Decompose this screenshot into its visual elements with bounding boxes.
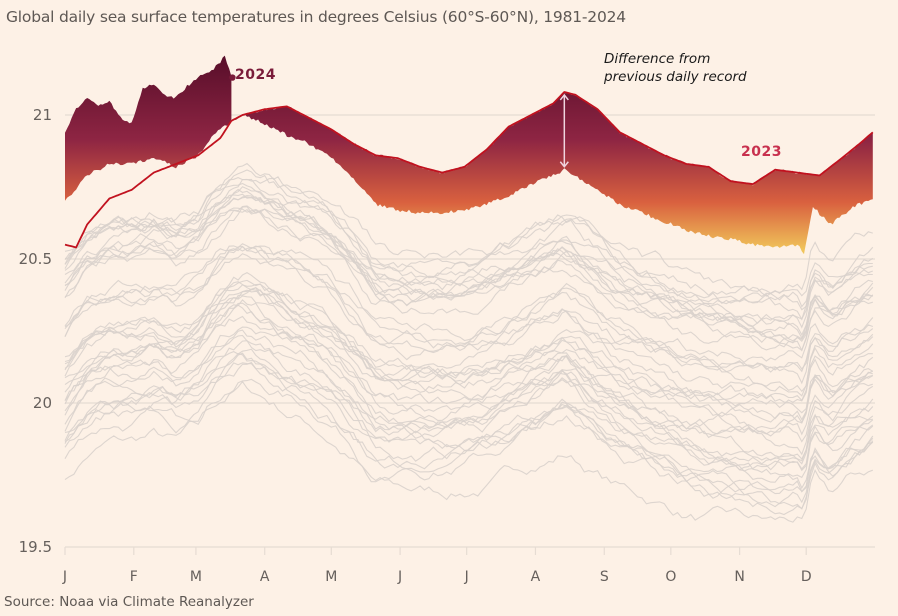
x-tick-label: A (531, 569, 541, 585)
history-year-line (64, 352, 874, 516)
history-year-line (64, 206, 874, 352)
history-year-line (64, 247, 874, 385)
endpoint-2024-dot (229, 74, 236, 81)
history-year-line (64, 295, 874, 393)
history-year-line (64, 177, 873, 294)
history-lines (64, 162, 874, 523)
history-year-line (64, 352, 874, 472)
history-year-line (64, 287, 874, 435)
history-year-line (64, 245, 873, 373)
y-tick-label: 19.5 (19, 538, 52, 556)
history-year-line (64, 329, 874, 456)
chart-title: Global daily sea surface temperatures in… (6, 8, 626, 26)
difference-annotation-line2: previous daily record (603, 69, 747, 85)
label-2024: 2024 (235, 67, 276, 83)
history-year-line (64, 253, 874, 364)
history-year-line (64, 334, 874, 460)
source-note: Source: Noaa via Climate Reanalyzer (4, 594, 254, 610)
history-year-line (64, 271, 874, 423)
record-lines (64, 74, 874, 249)
x-tick-label: J (464, 569, 469, 585)
difference-arrow (559, 93, 569, 168)
x-tick-label: D (801, 569, 812, 585)
x-tick-label: J (62, 569, 67, 585)
annotations: 2024 2023 Difference from previous daily… (235, 51, 782, 160)
y-tick-label: 20.5 (19, 250, 52, 268)
y-tick-label: 20 (33, 394, 52, 412)
history-year-line (64, 340, 874, 495)
history-year-line (64, 289, 874, 414)
history-year-line (64, 177, 874, 308)
y-tick-label: 21 (33, 106, 52, 124)
history-year-line (64, 205, 873, 352)
history-year-line (64, 196, 873, 340)
history-year-line (64, 283, 873, 409)
x-tick-label: M (190, 569, 202, 585)
record-fills (65, 55, 873, 255)
history-year-line (64, 186, 873, 327)
fill-2023-above-record (233, 92, 873, 255)
line-2023 (64, 91, 874, 249)
x-tick-label: N (734, 569, 744, 585)
label-2023: 2023 (741, 144, 782, 160)
x-tick-label: O (665, 569, 676, 585)
history-year-line (64, 193, 873, 329)
x-tick-label: S (600, 569, 609, 585)
fill-2024-above-record (65, 55, 232, 201)
x-tick-label: M (325, 569, 337, 585)
y-axis: 19.5 20 20.5 21 (19, 106, 52, 556)
history-year-line (64, 378, 874, 510)
history-year-line (64, 245, 874, 397)
x-tick-label: F (130, 569, 138, 585)
history-year-line (64, 299, 874, 471)
x-tick-label: A (260, 569, 270, 585)
difference-annotation-line1: Difference from (604, 51, 710, 67)
history-year-line (64, 302, 873, 443)
history-year-line (64, 362, 873, 499)
history-year-line (64, 162, 873, 297)
history-year-line (64, 380, 873, 523)
history-year-line (64, 315, 874, 462)
history-year-line (64, 289, 874, 424)
x-tick-label: J (397, 569, 402, 585)
